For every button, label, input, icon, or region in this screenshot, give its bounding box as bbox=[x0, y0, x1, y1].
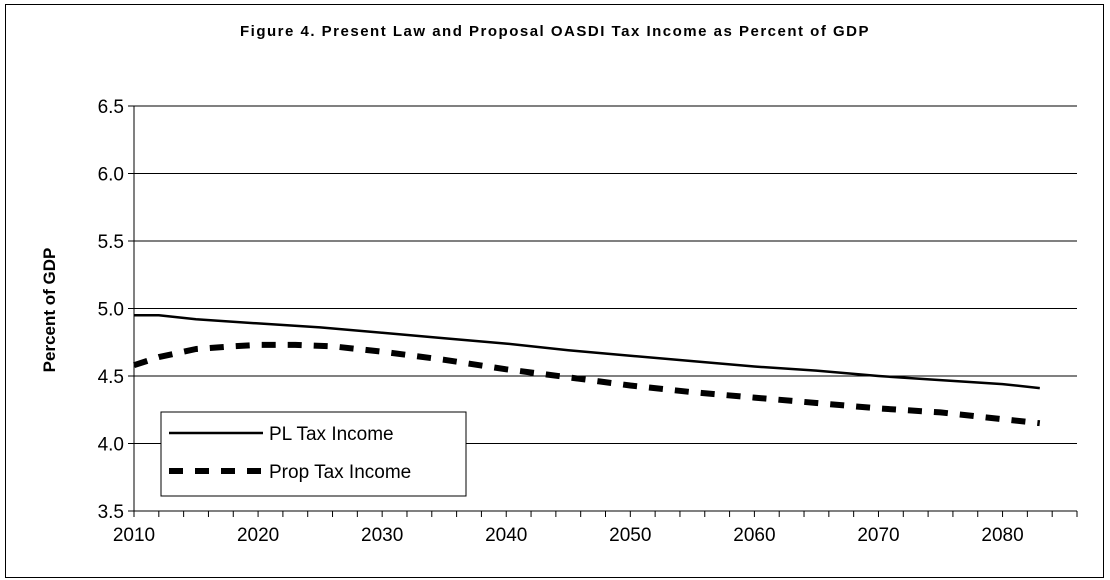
chart-frame bbox=[5, 4, 1104, 578]
y-tick-label: 6.0 bbox=[98, 165, 124, 186]
y-tick-label: 5.0 bbox=[98, 300, 124, 321]
y-axis-title: Percent of GDP bbox=[40, 248, 59, 373]
x-tick-label: 2030 bbox=[361, 525, 403, 546]
y-tick-label: 6.5 bbox=[98, 97, 124, 118]
legend-box bbox=[160, 411, 467, 497]
grid-lines bbox=[134, 105, 1077, 444]
legend-label: PL Tax Income bbox=[269, 424, 394, 445]
y-tick-label: 3.5 bbox=[98, 502, 124, 523]
x-tick-label: 2070 bbox=[857, 525, 899, 546]
x-tick-label: 2040 bbox=[485, 525, 527, 546]
x-tick-label: 2020 bbox=[237, 525, 279, 546]
chart-title: Figure 4. Present Law and Proposal OASDI… bbox=[239, 23, 871, 40]
series-line-prop bbox=[133, 341, 1041, 427]
x-tick-label: 2060 bbox=[733, 525, 775, 546]
axes: 3.5 4.0 4.5 5.0 5.5 6.0 6.5 2010 2020 2030 2040 205… bbox=[98, 97, 1078, 546]
x-tick-label: 2050 bbox=[609, 525, 651, 546]
y-tick-label: 4.5 bbox=[98, 367, 124, 388]
series-line-pl bbox=[134, 314, 1040, 390]
x-tick-label: 2010 bbox=[113, 525, 155, 546]
legend: PL Tax Income Prop Tax Income bbox=[160, 411, 467, 497]
y-tick-label: 4.0 bbox=[98, 435, 124, 456]
y-tick-label: 5.5 bbox=[98, 232, 124, 253]
x-tick-label: 2080 bbox=[981, 525, 1023, 546]
legend-label: Prop Tax Income bbox=[269, 462, 411, 483]
series-lines bbox=[133, 314, 1041, 427]
